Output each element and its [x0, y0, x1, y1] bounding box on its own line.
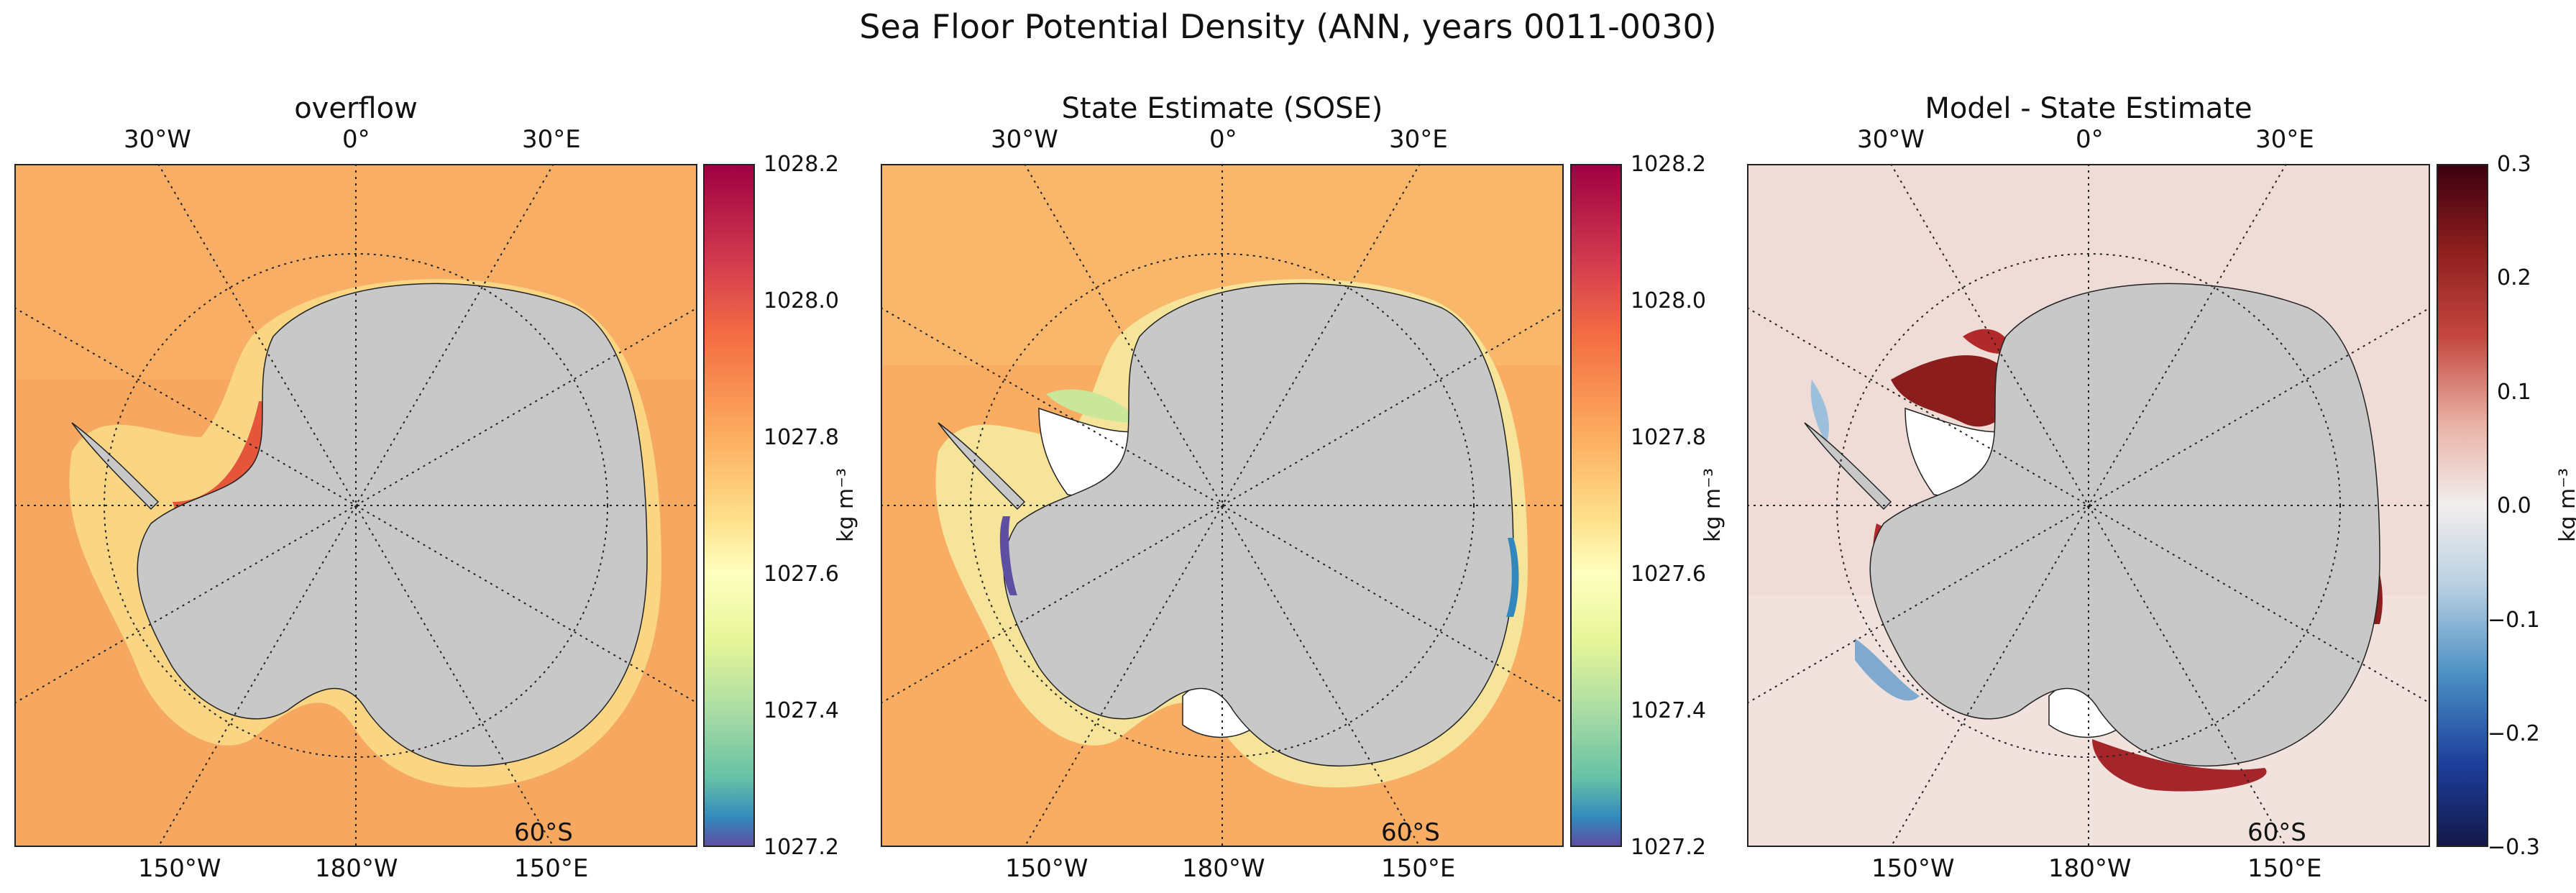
cbar1-unit: kg m⁻³	[833, 467, 859, 543]
lon-label-150e: 150°E	[514, 854, 589, 883]
cbar3-tick: 0.2	[2497, 265, 2531, 290]
panel-title-overflow: overflow	[294, 92, 418, 125]
cbar1-tick: 1028.0	[764, 288, 839, 313]
lon-label-30e: 30°E	[1389, 125, 1448, 154]
lat-label-60s: 60°S	[514, 818, 573, 847]
lon-label-150w: 150°W	[1005, 854, 1088, 883]
cbar3-tick: 0.3	[2497, 152, 2531, 177]
colorbar-difference	[2437, 164, 2488, 847]
lon-label-180w: 180°W	[2048, 854, 2132, 883]
cbar3-tick: −0.3	[2488, 835, 2540, 860]
panel-title-sose: State Estimate (SOSE)	[1061, 92, 1383, 125]
lat-label-60s: 60°S	[1381, 818, 1440, 847]
map-panel-difference	[1747, 164, 2430, 847]
cbar3-tick: 0.1	[2497, 380, 2531, 405]
lat-label-60s: 60°S	[2247, 818, 2306, 847]
lon-label-0: 0°	[342, 125, 370, 154]
lon-label-30w: 30°W	[1857, 125, 1925, 154]
cbar2-tick: 1028.2	[1631, 152, 1706, 177]
cbar2-unit: kg m⁻³	[1700, 467, 1726, 543]
lon-label-30e: 30°E	[522, 125, 581, 154]
cbar3-tick: 0.0	[2497, 493, 2531, 518]
lon-label-0: 0°	[1209, 125, 1237, 154]
cbar2-tick: 1027.6	[1631, 562, 1706, 587]
antarctica-land	[137, 283, 648, 767]
cbar3-tick: −0.1	[2488, 608, 2540, 633]
cbar1-tick: 1027.8	[764, 425, 839, 450]
cbar3-unit: kg m⁻³	[2555, 467, 2576, 543]
cbar1-tick: 1027.6	[764, 562, 839, 587]
map-panel-overflow	[14, 164, 697, 847]
cbar2-tick: 1028.0	[1631, 288, 1706, 313]
lon-label-150e: 150°E	[1381, 854, 1456, 883]
figure-title: Sea Floor Potential Density (ANN, years …	[859, 7, 1717, 46]
lon-label-30w: 30°W	[124, 125, 191, 154]
lon-label-150e: 150°E	[2247, 854, 2322, 883]
cbar2-tick: 1027.2	[1631, 835, 1706, 860]
lon-label-150w: 150°W	[138, 854, 221, 883]
lon-label-180w: 180°W	[315, 854, 398, 883]
lon-label-180w: 180°W	[1182, 854, 1265, 883]
antarctica-land	[1003, 283, 1514, 767]
lon-label-30w: 30°W	[991, 125, 1058, 154]
lon-label-30e: 30°E	[2255, 125, 2314, 154]
cbar1-tick: 1027.2	[764, 835, 839, 860]
lon-label-150w: 150°W	[1871, 854, 1955, 883]
colorbar-overflow	[703, 164, 755, 847]
cbar3-tick: −0.2	[2488, 721, 2540, 746]
lon-label-0: 0°	[2076, 125, 2104, 154]
cbar2-tick: 1027.8	[1631, 425, 1706, 450]
panel-title-difference: Model - State Estimate	[1925, 92, 2252, 125]
cbar1-tick: 1028.2	[764, 152, 839, 177]
colorbar-sose	[1570, 164, 1622, 847]
cbar1-tick: 1027.4	[764, 698, 839, 723]
antarctica-land	[1869, 283, 2380, 767]
cbar2-tick: 1027.4	[1631, 698, 1706, 723]
map-panel-sose	[881, 164, 1564, 847]
